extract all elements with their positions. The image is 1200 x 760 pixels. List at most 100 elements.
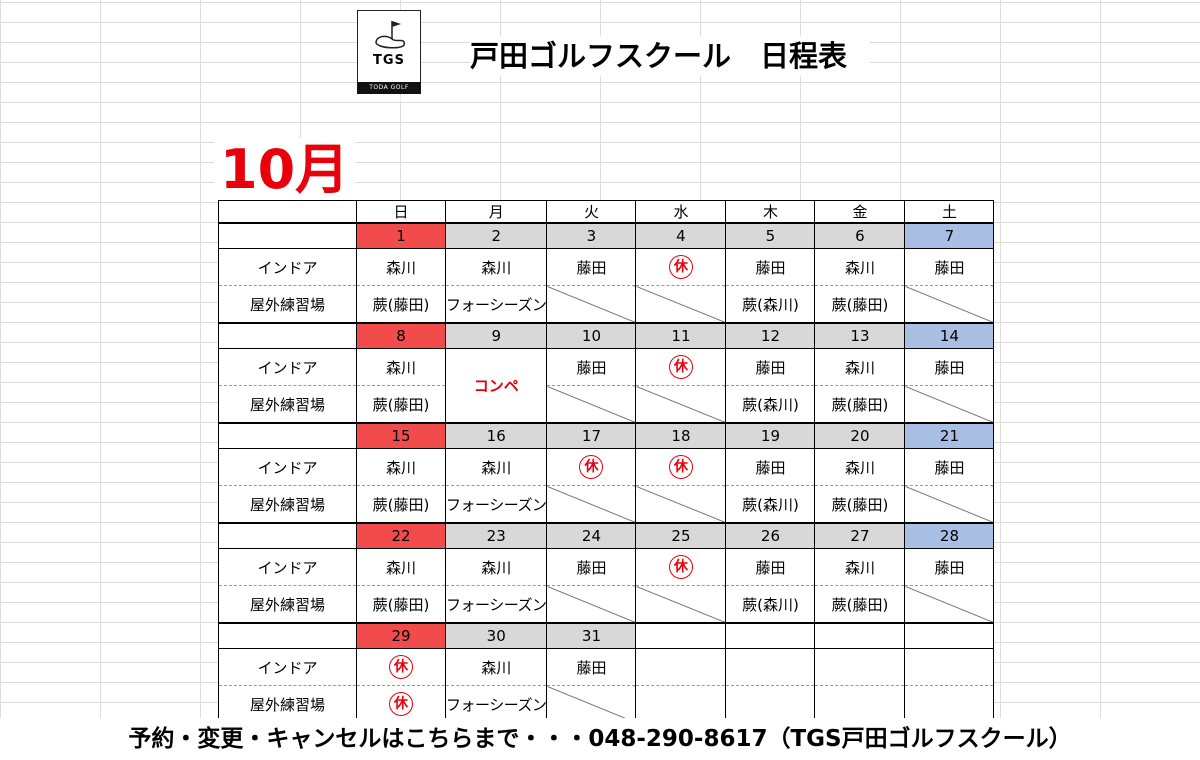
- outdoor-cell: [546, 385, 637, 423]
- date-row: 8 9 10 11 12 13 14: [218, 322, 995, 349]
- outdoor-cell: 蕨(藤田): [356, 385, 446, 423]
- date-cell: 29: [356, 622, 446, 649]
- indoor-cell: 休: [635, 448, 727, 486]
- indoor-cell: 休: [635, 348, 727, 386]
- weekday-header-row: 日月火水木金土: [218, 200, 995, 224]
- outdoor-cell: 蕨(森川): [725, 485, 816, 523]
- date-cell: [635, 622, 727, 649]
- school-logo: TGS TODA GOLF SCHOOL: [357, 10, 421, 103]
- indoor-cell: 休: [635, 548, 727, 586]
- date-cell: 20: [814, 422, 906, 449]
- contact-footer: 予約・変更・キャンセルはこちらまで・・・048-290-8617（TGS戸田ゴル…: [0, 718, 1200, 760]
- indoor-cell: 藤田: [904, 248, 995, 286]
- date-cell: 7: [904, 222, 995, 249]
- indoor-cell: 森川: [444, 248, 548, 286]
- outdoor-cell: 蕨(森川): [725, 585, 816, 623]
- outdoor-row: 屋外練習場 蕨(藤田) フォーシーズン 蕨(森川) 蕨(藤田): [218, 285, 995, 323]
- indoor-label: インドア: [218, 348, 357, 386]
- indoor-cell: 藤田: [546, 548, 637, 586]
- indoor-row: インドア 森川 森川 藤田休藤田 森川 藤田: [218, 548, 995, 586]
- date-cell: 22: [356, 522, 446, 549]
- date-cell: 30: [444, 622, 548, 649]
- date-cell: 2: [444, 222, 548, 249]
- indoor-label: インドア: [218, 448, 357, 486]
- date-cell: 6: [814, 222, 906, 249]
- outdoor-label: 屋外練習場: [218, 585, 357, 623]
- indoor-cell: 藤田: [546, 648, 637, 686]
- indoor-cell: 森川: [356, 548, 446, 586]
- indoor-cell: 藤田: [546, 348, 637, 386]
- outdoor-cell: [904, 485, 995, 523]
- indoor-label: インドア: [218, 548, 357, 586]
- closed-mark: 休: [389, 655, 413, 679]
- outdoor-label: 屋外練習場: [218, 685, 357, 724]
- date-cell: 13: [814, 322, 906, 349]
- outdoor-label: 屋外練習場: [218, 385, 357, 423]
- outdoor-cell: フォーシーズン: [444, 485, 548, 523]
- outdoor-cell: [904, 585, 995, 623]
- indoor-cell: 森川: [356, 248, 446, 286]
- outdoor-cell: 蕨(藤田): [356, 285, 446, 323]
- date-cell: 11: [635, 322, 727, 349]
- logo-text: TGS: [373, 53, 405, 68]
- indoor-row: インドア 森川 森川 藤田休藤田 森川 藤田: [218, 248, 995, 286]
- date-cell: 1: [356, 222, 446, 249]
- date-row-label: [218, 422, 357, 449]
- indoor-row: インドア 森川 コンペ 藤田休藤田 森川 藤田: [218, 348, 995, 424]
- outdoor-cell: [546, 285, 637, 323]
- indoor-label: インドア: [218, 648, 357, 686]
- outdoor-cell: 休: [356, 685, 446, 724]
- date-cell: 9: [444, 322, 548, 349]
- schedule-table: 日月火水木金土 1 2 3 4 5 6 7 インドア 森川 森川 藤田休藤田 森川 藤田 屋外練習場 蕨(藤田…: [218, 200, 995, 724]
- outdoor-cell: [635, 585, 727, 623]
- date-cell: 27: [814, 522, 906, 549]
- date-row-label: [218, 322, 357, 349]
- indoor-cell: 藤田: [725, 348, 816, 386]
- indoor-cell: 森川: [814, 348, 906, 386]
- indoor-cell: 藤田: [904, 448, 995, 486]
- page-title: 戸田ゴルフスクール 日程表: [470, 36, 870, 76]
- indoor-cell: [725, 648, 816, 686]
- date-cell: 5: [725, 222, 816, 249]
- date-cell: 3: [546, 222, 637, 249]
- date-cell: 19: [725, 422, 816, 449]
- outdoor-cell: [904, 385, 995, 423]
- indoor-cell: 森川: [356, 448, 446, 486]
- outdoor-cell: 蕨(森川): [725, 385, 816, 423]
- outdoor-cell: フォーシーズン: [444, 685, 548, 724]
- indoor-cell: 休: [546, 448, 637, 486]
- golf-flag-icon: [375, 21, 405, 49]
- outdoor-row: 屋外練習場 蕨(藤田) フォーシーズン 蕨(森川) 蕨(藤田): [218, 485, 995, 523]
- outdoor-cell: 蕨(藤田): [356, 485, 446, 523]
- weekday-header: 火: [546, 200, 637, 224]
- indoor-cell: 森川: [814, 248, 906, 286]
- outdoor-cell: 蕨(森川): [725, 285, 816, 323]
- closed-mark: 休: [579, 455, 604, 479]
- indoor-row: インドア 休 森川 藤田: [218, 648, 995, 686]
- indoor-cell: 森川: [444, 548, 548, 586]
- closed-mark: 休: [389, 692, 413, 716]
- weekday-header: 金: [814, 200, 906, 224]
- indoor-label: インドア: [218, 248, 357, 286]
- weekday-header: 土: [904, 200, 995, 224]
- date-cell: 10: [546, 322, 637, 349]
- indoor-cell: [635, 648, 727, 686]
- outdoor-cell: [546, 585, 637, 623]
- indoor-cell: 休: [635, 248, 727, 286]
- date-cell: 14: [904, 322, 995, 349]
- date-cell: [725, 622, 816, 649]
- weekday-header: 水: [635, 200, 727, 224]
- outdoor-label: 屋外練習場: [218, 485, 357, 523]
- outdoor-cell: 蕨(藤田): [356, 585, 446, 623]
- date-cell: 17: [546, 422, 637, 449]
- date-cell: 24: [546, 522, 637, 549]
- outdoor-row: 屋外練習場 蕨(藤田) 蕨(森川) 蕨(藤田): [218, 385, 995, 423]
- indoor-cell: [814, 648, 906, 686]
- closed-mark: 休: [668, 455, 693, 479]
- date-cell: 31: [546, 622, 637, 649]
- outdoor-cell: フォーシーズン: [444, 285, 548, 323]
- weekday-header: 木: [725, 200, 816, 224]
- indoor-cell: 藤田: [904, 348, 995, 386]
- indoor-cell: 森川: [814, 548, 906, 586]
